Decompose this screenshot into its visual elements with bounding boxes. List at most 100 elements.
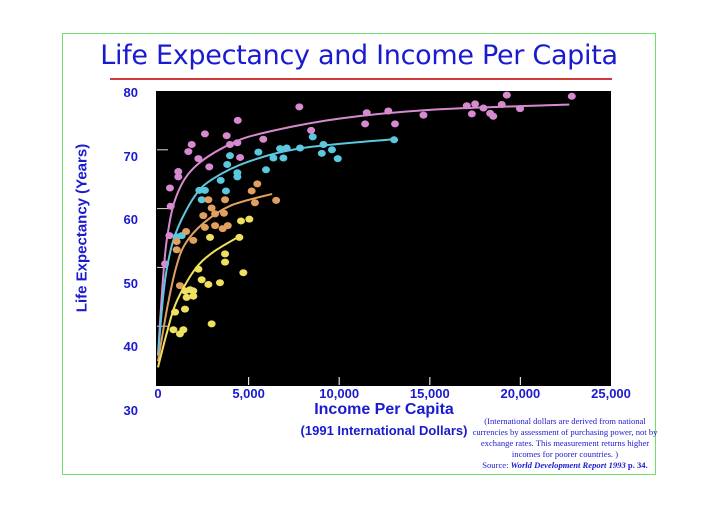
yellow-data-point bbox=[180, 305, 189, 313]
pink-data-point bbox=[391, 120, 400, 128]
yellow-data-point bbox=[235, 233, 244, 241]
pink-data-point bbox=[166, 202, 175, 210]
footnote: (International dollars are derived from … bbox=[470, 416, 660, 471]
pink-data-point bbox=[194, 155, 203, 163]
pink-data-point bbox=[259, 135, 268, 143]
y-tick-label: 30 bbox=[123, 403, 138, 418]
cyan-data-point bbox=[233, 173, 242, 181]
orange-data-point bbox=[199, 212, 208, 220]
orange-data-point bbox=[221, 196, 230, 204]
yellow-data-point bbox=[180, 287, 189, 295]
y-tick-label: 40 bbox=[123, 339, 138, 355]
pink-data-point bbox=[502, 91, 511, 99]
pink-data-point bbox=[187, 141, 196, 149]
pink-data-point bbox=[307, 126, 316, 134]
orange-data-point bbox=[207, 204, 216, 212]
cyan-data-point bbox=[225, 152, 234, 160]
pink-data-point bbox=[200, 130, 209, 138]
orange-data-point bbox=[250, 199, 259, 207]
cyan-data-point bbox=[308, 133, 317, 141]
pink-data-point bbox=[361, 120, 370, 128]
orange-data-point bbox=[172, 246, 181, 254]
yellow-data-point bbox=[189, 287, 198, 295]
pink-data-point bbox=[184, 148, 193, 156]
pink-data-point bbox=[362, 109, 371, 117]
yellow-data-point bbox=[182, 293, 191, 301]
pink-data-point bbox=[419, 111, 428, 119]
cyan-data-point bbox=[276, 145, 285, 153]
pink-data-point bbox=[236, 153, 245, 161]
cyan-data-point bbox=[200, 186, 209, 194]
orange-data-point bbox=[175, 282, 184, 290]
yellow-data-point bbox=[207, 320, 216, 328]
y-tick-label: 60 bbox=[123, 212, 138, 228]
pink-data-point bbox=[479, 104, 488, 112]
source-title: World Development Report 1993 bbox=[510, 460, 626, 470]
orange-data-point bbox=[272, 196, 281, 204]
slide-frame bbox=[62, 33, 656, 475]
cyan-data-point bbox=[333, 155, 342, 163]
title-underline bbox=[110, 78, 612, 80]
cyan-data-point bbox=[317, 149, 326, 157]
pink-data-point bbox=[233, 116, 242, 124]
orange-data-point bbox=[172, 238, 181, 246]
pink-data-point bbox=[467, 110, 476, 118]
pink-data-point bbox=[233, 139, 242, 147]
pink-data-point bbox=[567, 92, 576, 100]
orange-data-point bbox=[219, 209, 228, 217]
x-axis-sublabel: (1991 International Dollars) bbox=[300, 423, 468, 438]
y-tick-label: 50 bbox=[123, 275, 138, 291]
orange-data-point bbox=[247, 187, 256, 195]
pink-data-point bbox=[165, 232, 174, 240]
orange-data-point bbox=[211, 210, 220, 218]
footnote-text: (International dollars are derived from … bbox=[472, 416, 658, 459]
pink-data-point bbox=[205, 163, 214, 171]
orange-data-point bbox=[189, 236, 198, 244]
source-prefix: Source: bbox=[482, 460, 511, 470]
orange-data-point bbox=[200, 223, 209, 231]
pink-data-point bbox=[497, 101, 506, 109]
cyan-data-point bbox=[390, 136, 399, 144]
cyan-data-point bbox=[216, 176, 225, 184]
orange-data-point bbox=[182, 228, 191, 236]
orange-data-point bbox=[211, 222, 220, 230]
yellow-data-point bbox=[171, 308, 180, 316]
pink-data-point bbox=[174, 173, 183, 181]
cyan-data-point bbox=[223, 161, 232, 168]
cyan-data-point bbox=[197, 196, 206, 204]
yellow-data-point bbox=[169, 326, 178, 334]
cyan-data-point bbox=[269, 154, 278, 162]
cyan-data-point bbox=[195, 186, 204, 194]
yellow-data-point bbox=[221, 250, 230, 258]
x-tick-label: 5,000 bbox=[232, 386, 265, 401]
pink-data-point bbox=[462, 102, 471, 110]
x-tick-label: 20,000 bbox=[500, 386, 541, 401]
yellow-data-point bbox=[239, 269, 248, 277]
pink-data-point bbox=[222, 132, 231, 140]
yellow-data-point bbox=[175, 330, 184, 338]
x-tick-label: 10,000 bbox=[319, 386, 360, 401]
orange-data-point bbox=[218, 225, 227, 233]
pink-data-point bbox=[516, 105, 525, 113]
pink-data-point bbox=[165, 184, 174, 192]
yellow-data-point bbox=[189, 292, 198, 300]
yellow-data-point bbox=[204, 280, 213, 288]
orange-data-point bbox=[204, 196, 213, 204]
chart-title: Life Expectancy and Income Per Capita bbox=[100, 40, 618, 71]
y-tick-label: 80 bbox=[123, 85, 138, 100]
yellow-data-point bbox=[236, 217, 245, 225]
yellow-data-point bbox=[215, 279, 224, 287]
yellow-trend-line bbox=[157, 235, 241, 368]
x-tick-label: 0 bbox=[154, 386, 162, 401]
x-tick-label: 15,000 bbox=[409, 386, 450, 401]
yellow-data-point bbox=[194, 265, 203, 273]
pink-data-point bbox=[471, 100, 480, 108]
source-suffix: p. 34. bbox=[625, 460, 648, 470]
cyan-data-point bbox=[282, 144, 291, 152]
pink-data-point bbox=[295, 103, 304, 111]
pink-data-point bbox=[489, 112, 498, 120]
yellow-data-point bbox=[206, 233, 215, 241]
yellow-data-point bbox=[197, 276, 206, 284]
pink-data-point bbox=[174, 168, 183, 176]
cyan-data-point bbox=[254, 148, 263, 156]
